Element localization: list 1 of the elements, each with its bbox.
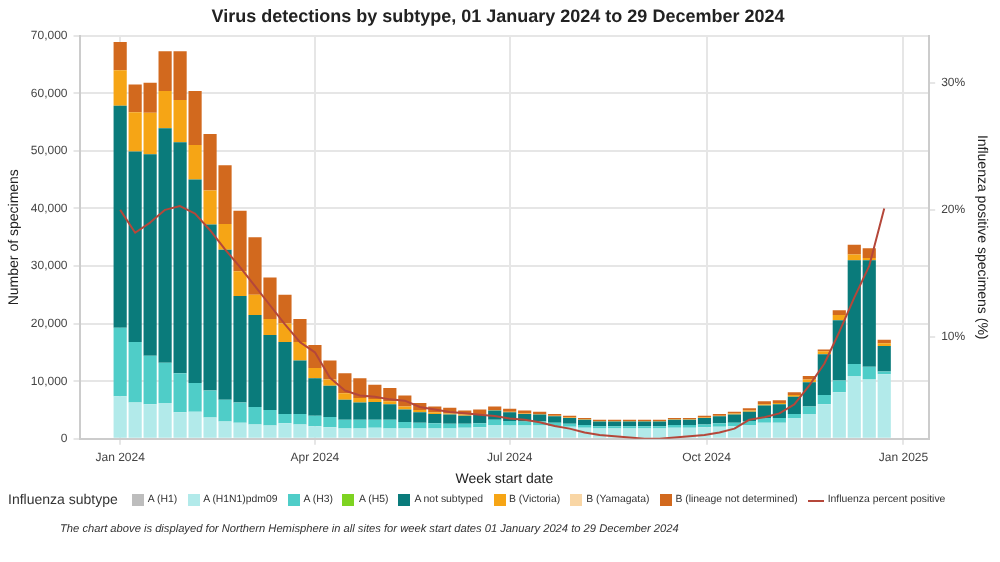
- chart-title: Virus detections by subtype, 01 January 2024 to 29 December 2024: [211, 5, 785, 26]
